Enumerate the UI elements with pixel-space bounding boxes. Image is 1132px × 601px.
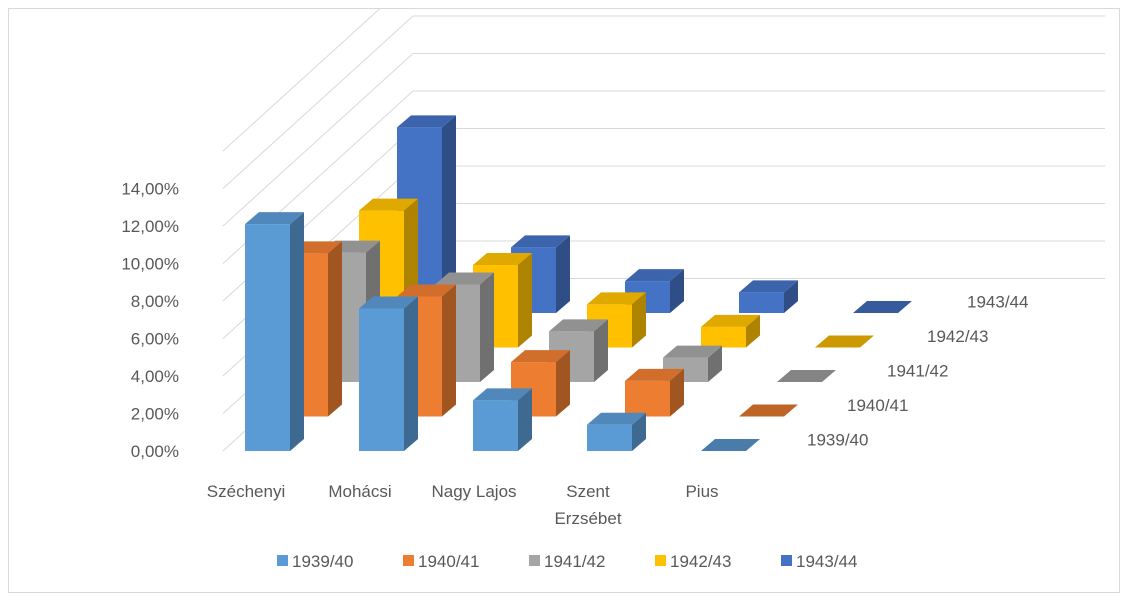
bar xyxy=(359,296,418,451)
bar xyxy=(777,370,836,382)
legend-label: 1943/44 xyxy=(796,552,857,571)
bar xyxy=(739,280,798,313)
legend-label: 1942/43 xyxy=(670,552,731,571)
y-axis-ticks: 0,00% 2,00% 4,00% 6,00% 8,00% 10,00% 12,00% 14,… xyxy=(121,180,179,462)
y-tick-label: 2,00% xyxy=(131,405,179,424)
gridline-side xyxy=(222,9,381,152)
y-tick-label: 12,00% xyxy=(121,217,179,236)
legend-swatch xyxy=(655,555,666,566)
depth-axis-labels: 1939/40 1940/41 1941/42 1942/43 1943/44 xyxy=(807,293,1028,450)
bars xyxy=(245,115,912,451)
bar xyxy=(739,404,798,417)
bar xyxy=(587,412,646,451)
legend-swatch xyxy=(403,555,414,566)
bar xyxy=(473,388,532,451)
y-tick-label: 14,00% xyxy=(121,180,179,199)
gridline-side xyxy=(222,53,414,227)
bar xyxy=(853,301,912,313)
legend-label: 1940/41 xyxy=(418,552,479,571)
legend-swatch xyxy=(277,555,288,566)
bar xyxy=(701,439,760,451)
y-tick-label: 4,00% xyxy=(131,367,179,386)
depth-axis-label: 1943/44 xyxy=(967,293,1028,312)
depth-axis-label: 1941/42 xyxy=(887,362,948,381)
legend: 1939/40 1940/41 1941/42 1942/43 1943/44 xyxy=(277,552,857,571)
category-label: Szent xyxy=(566,482,610,501)
y-tick-label: 0,00% xyxy=(131,442,179,461)
chart-svg: 0,00% 2,00% 4,00% 6,00% 8,00% 10,00% 12,00% 14,… xyxy=(121,9,1105,571)
bar xyxy=(815,335,874,348)
legend-label: 1941/42 xyxy=(544,552,605,571)
depth-axis-label: 1939/40 xyxy=(807,431,868,450)
y-tick-label: 6,00% xyxy=(131,330,179,349)
bar xyxy=(625,269,684,313)
category-label: Mohácsi xyxy=(328,482,391,501)
bar xyxy=(625,368,684,417)
y-tick-label: 10,00% xyxy=(121,255,179,274)
category-labels: Széchenyi Mohácsi Nagy Lajos Szent Erzsébet P… xyxy=(207,482,719,528)
legend-label: 1939/40 xyxy=(292,552,353,571)
category-label: Nagy Lajos xyxy=(431,482,516,501)
legend-swatch xyxy=(781,555,792,566)
bar xyxy=(245,212,304,451)
legend-swatch xyxy=(529,555,540,566)
category-label: Erzsébet xyxy=(554,509,621,528)
y-tick-label: 8,00% xyxy=(131,292,179,311)
depth-axis-label: 1940/41 xyxy=(847,396,908,415)
chart-frame: 0,00% 2,00% 4,00% 6,00% 8,00% 10,00% 12,00% 14,… xyxy=(8,8,1120,593)
gridline-side xyxy=(222,15,414,189)
category-label: Széchenyi xyxy=(207,482,285,501)
bar xyxy=(701,314,760,348)
category-label: Pius xyxy=(685,482,718,501)
depth-axis-label: 1942/43 xyxy=(927,327,988,346)
